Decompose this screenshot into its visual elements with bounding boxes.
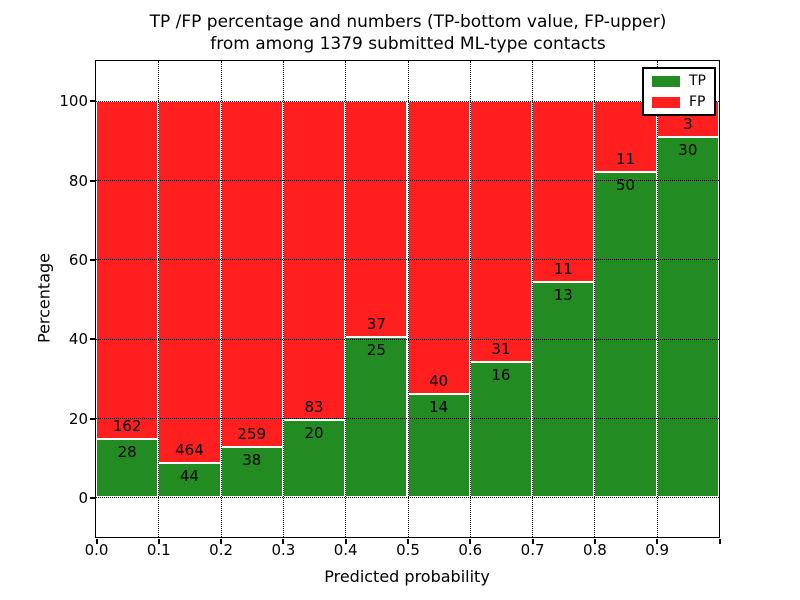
bar-segment-fp [345, 100, 408, 338]
y-tick-label: 0 [78, 488, 88, 507]
legend-label-tp: TP [689, 73, 706, 89]
bar-value-label-fp: 37 [366, 315, 386, 334]
y-tick-mark [89, 338, 95, 341]
bar-segment-tp [158, 462, 221, 498]
bar-value-label-fp: 83 [304, 398, 324, 417]
y-tick-label: 80 [68, 171, 88, 190]
bar-segment-fp [407, 100, 470, 395]
x-tick-mark [344, 539, 347, 544]
x-axis-label: Predicted probability [324, 567, 490, 586]
chart-title-line1: TP /FP percentage and numbers (TP-bottom… [149, 12, 667, 32]
x-tick-mark [718, 539, 721, 544]
x-tick-mark [469, 539, 472, 544]
bar-value-label-fp: 162 [112, 416, 142, 435]
bar-value-label-tp: 30 [678, 140, 698, 159]
x-tick-mark [656, 539, 659, 544]
x-tick-mark [220, 539, 223, 544]
x-tick-label: 0.0 [84, 541, 109, 559]
x-tick-label: 0.6 [458, 541, 483, 559]
bar-value-label-fp: 31 [491, 340, 511, 359]
bar-value-label-tp: 38 [242, 450, 262, 469]
bar-value-label-fp: 464 [175, 440, 204, 459]
legend-swatch-tp [652, 75, 680, 87]
bar-segment-tp [532, 282, 595, 498]
x-tick-mark [593, 539, 596, 544]
y-tick-mark [89, 258, 95, 261]
bar-value-label-tp: 14 [429, 398, 449, 417]
bar-value-label-tp: 50 [615, 176, 636, 195]
gridline-vertical [469, 61, 471, 537]
bar-value-label-tp: 44 [179, 466, 199, 485]
y-tick-label: 100 [59, 92, 88, 111]
x-tick-label: 0.7 [520, 541, 545, 559]
x-tick-mark [407, 539, 409, 544]
x-tick-label: 0.8 [582, 541, 607, 559]
gridline-vertical [282, 61, 284, 537]
bar-value-label-fp: 3 [683, 114, 693, 133]
gridline-vertical [220, 61, 222, 537]
bar-segment-fp [469, 100, 533, 363]
x-tick-label: 0.9 [645, 541, 670, 559]
x-tick-mark [282, 539, 285, 544]
y-tick-mark [89, 496, 95, 499]
y-tick-mark [89, 179, 95, 182]
x-tick-label: 0.5 [396, 541, 420, 559]
gridline-vertical [407, 61, 409, 537]
x-tick-mark [531, 539, 534, 544]
bar-segment-tp [656, 136, 719, 498]
y-tick-label: 60 [68, 250, 88, 269]
x-tick-mark [157, 539, 160, 544]
bar-segment-fp [532, 100, 595, 283]
bar-value-label-tp: 16 [491, 366, 511, 385]
gridline-vertical [532, 61, 534, 537]
bar-segment-fp [282, 100, 346, 421]
bar-segment-tp [407, 394, 470, 498]
y-tick-mark [89, 100, 95, 103]
x-tick-label: 0.4 [333, 541, 358, 559]
gridline-vertical [594, 61, 596, 537]
bar-value-label-fp: 11 [553, 260, 573, 279]
x-tick-label: 0.3 [271, 541, 296, 559]
x-tick-mark [95, 539, 98, 544]
bar-segment-fp [158, 100, 221, 463]
bar-value-label-fp: 40 [429, 372, 449, 391]
gridline-vertical [345, 61, 347, 537]
legend-label-fp: FP [689, 94, 706, 110]
gridline-vertical [158, 61, 160, 537]
x-tick-label: 0.1 [146, 541, 171, 559]
y-tick-label: 20 [68, 409, 88, 428]
plot-area: TP FP 162 28 464 44 259 38 83 20 37 25 40 14 31 16 11 1… [95, 60, 720, 538]
chart-title-line2: from among 1379 submitted ML-type contac… [210, 34, 606, 54]
bar-segment-tp [96, 438, 159, 498]
bar-value-label-tp: 28 [117, 442, 137, 461]
bar-segment-fp [220, 100, 283, 447]
y-tick-mark [89, 417, 95, 420]
y-tick-label: 40 [68, 330, 88, 349]
bar-segment-fp [96, 100, 159, 439]
bar-value-label-fp: 11 [615, 150, 636, 169]
legend-entry-tp: TP [652, 74, 706, 88]
bar-value-label-tp: 20 [304, 424, 324, 443]
chart-title: TP /FP percentage and numbers (TP-bottom… [95, 11, 721, 55]
x-tick-label: 0.2 [209, 541, 234, 559]
bar-segment-tp [282, 420, 346, 498]
legend-entry-fp: FP [652, 95, 706, 109]
bar-segment-tp [594, 172, 657, 498]
legend-swatch-fp [652, 96, 680, 108]
bar-value-label-tp: 25 [366, 341, 386, 360]
bar-value-label-fp: 259 [237, 424, 267, 443]
legend: TP FP [642, 67, 716, 116]
gridline-vertical [656, 61, 658, 537]
bar-value-label-tp: 13 [553, 286, 573, 305]
